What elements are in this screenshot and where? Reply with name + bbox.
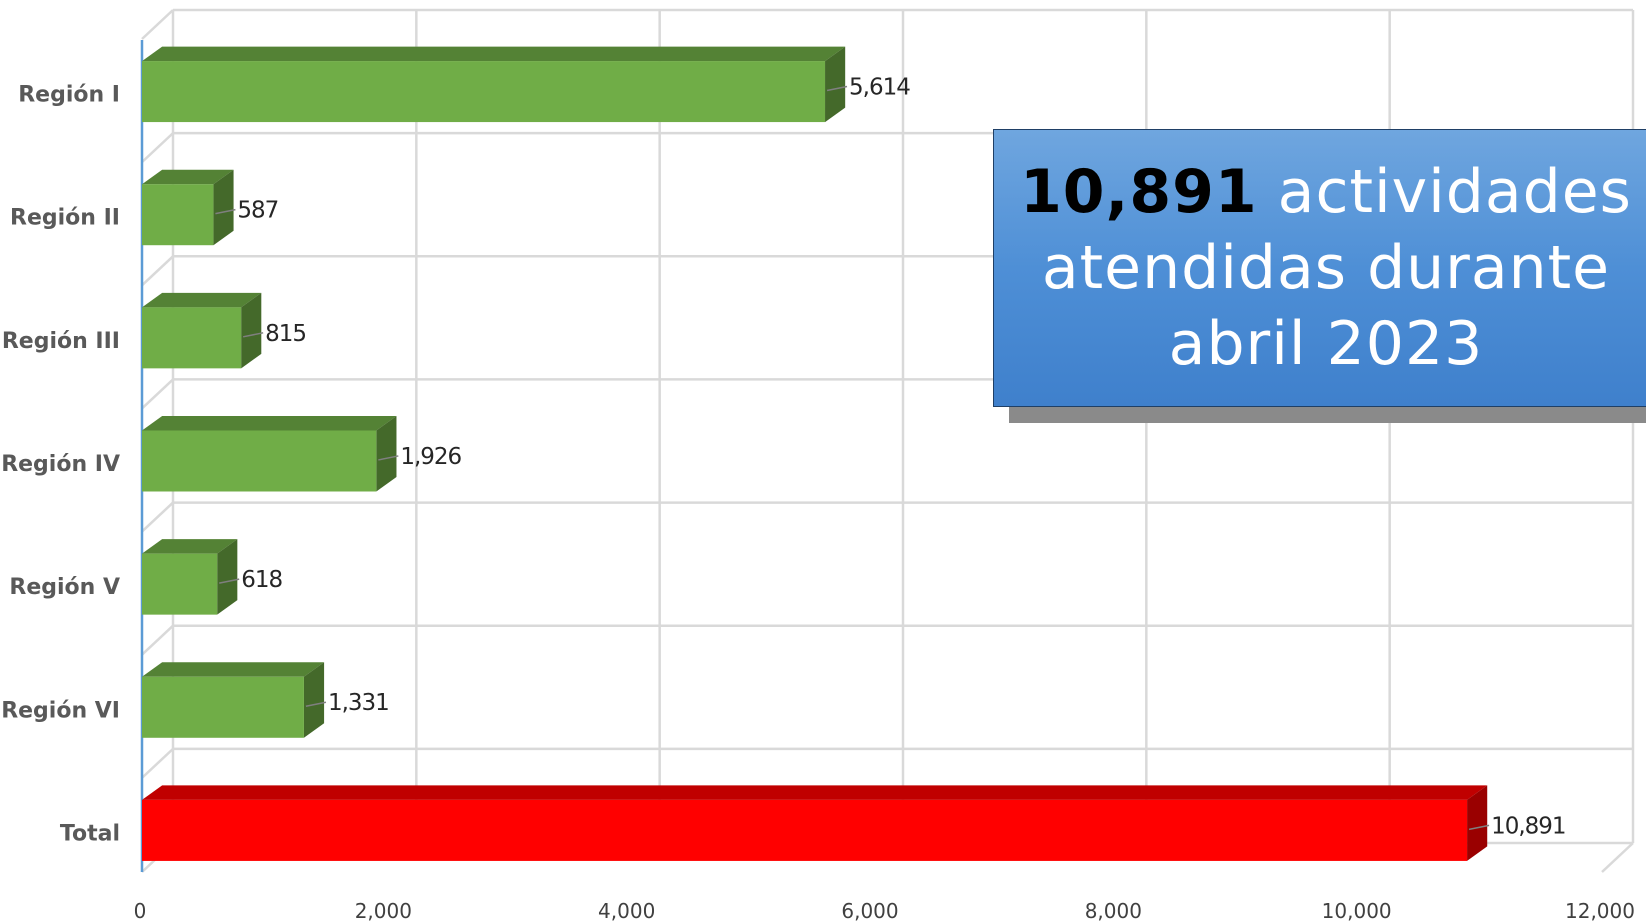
x-tick-label-5: 10,000 [1322,899,1392,923]
labels: 0 2,000 4,000 6,000 8,000 10,000 12,000 5,614 Re… [1,75,1635,923]
leader-line-2 [243,332,264,338]
bar-0 [142,46,846,123]
x-tick-label-0: 0 [134,899,147,923]
category-label-1: Región II [10,206,120,231]
bar-front-6 [142,799,1468,861]
bar-3 [142,416,397,492]
leader-line-6 [1468,824,1490,831]
callout-text: 10,891 actividades atendidas durante abr… [1014,154,1632,382]
data-label-2: 815 [265,321,306,347]
category-label-5: Región VI [1,698,120,723]
bar-top-4 [142,539,238,554]
data-label-6: 10,891 [1491,813,1565,839]
leader-line-0 [826,85,848,92]
x-tick-label-4: 8,000 [1085,899,1142,923]
bar-top-0 [142,46,846,62]
bar-front-5 [142,676,304,738]
callout-number: 10,891 [1020,157,1258,227]
bar-2 [142,292,262,369]
sidewall-line-6 [141,747,174,779]
bar-top-5 [142,662,325,677]
bar-side-0 [825,46,846,123]
bar-side-5 [303,662,325,738]
bar-4 [142,539,238,615]
leader-line-4 [219,578,240,584]
bar-top-2 [142,292,262,308]
bar-front-4 [142,553,218,615]
x-tick-label-3: 6,000 [841,899,898,923]
callout-line2: atendidas durante [1041,233,1611,303]
callout-line3: abril 2023 [1168,309,1484,379]
sidewall-line-5 [141,624,174,656]
bar-side-3 [376,416,397,492]
bar-top-3 [142,416,397,431]
category-label-3: Región IV [1,452,120,477]
sidewall-line-1 [141,132,174,164]
bar-side-1 [213,169,234,246]
leader-line-3 [378,455,399,461]
data-label-4: 618 [241,567,282,593]
category-label-6: Total [60,821,120,846]
summary-callout: 10,891 actividades atendidas durante abr… [993,129,1646,407]
bar-top-1 [142,169,234,185]
bar-1 [142,169,234,246]
bar-side-6 [1467,785,1488,861]
bar-5 [142,662,325,738]
data-label-3: 1,926 [400,444,461,470]
bar-side-4 [217,539,238,615]
x-tick-label-2: 4,000 [598,899,655,923]
callout-line1-rest: actividades [1257,157,1632,227]
sidewall-line-2 [141,255,174,287]
bars [142,46,1488,861]
bar-6 [142,785,1488,861]
bar-top-6 [142,785,1488,800]
leader-line-5 [305,701,327,707]
x-tick-label-1: 2,000 [355,899,412,923]
floor-edge [1601,842,1634,873]
data-label-1: 587 [237,198,278,224]
sidewall-line-3 [141,378,174,410]
data-label-5: 1,331 [328,690,389,716]
bar-front-0 [142,61,826,123]
bar-front-1 [142,184,214,246]
category-label-2: Región III [2,329,120,354]
bar-front-2 [142,307,242,369]
category-label-4: Región V [9,575,120,600]
bar-front-3 [142,430,377,492]
leader-line-1 [215,208,236,215]
bar-side-2 [241,292,262,369]
sidewall-line-0 [141,9,174,40]
sidewall-line-4 [141,501,174,533]
data-label-0: 5,614 [849,75,910,101]
x-tick-label-6: 12,000 [1565,899,1635,923]
category-label-0: Región I [18,83,120,108]
